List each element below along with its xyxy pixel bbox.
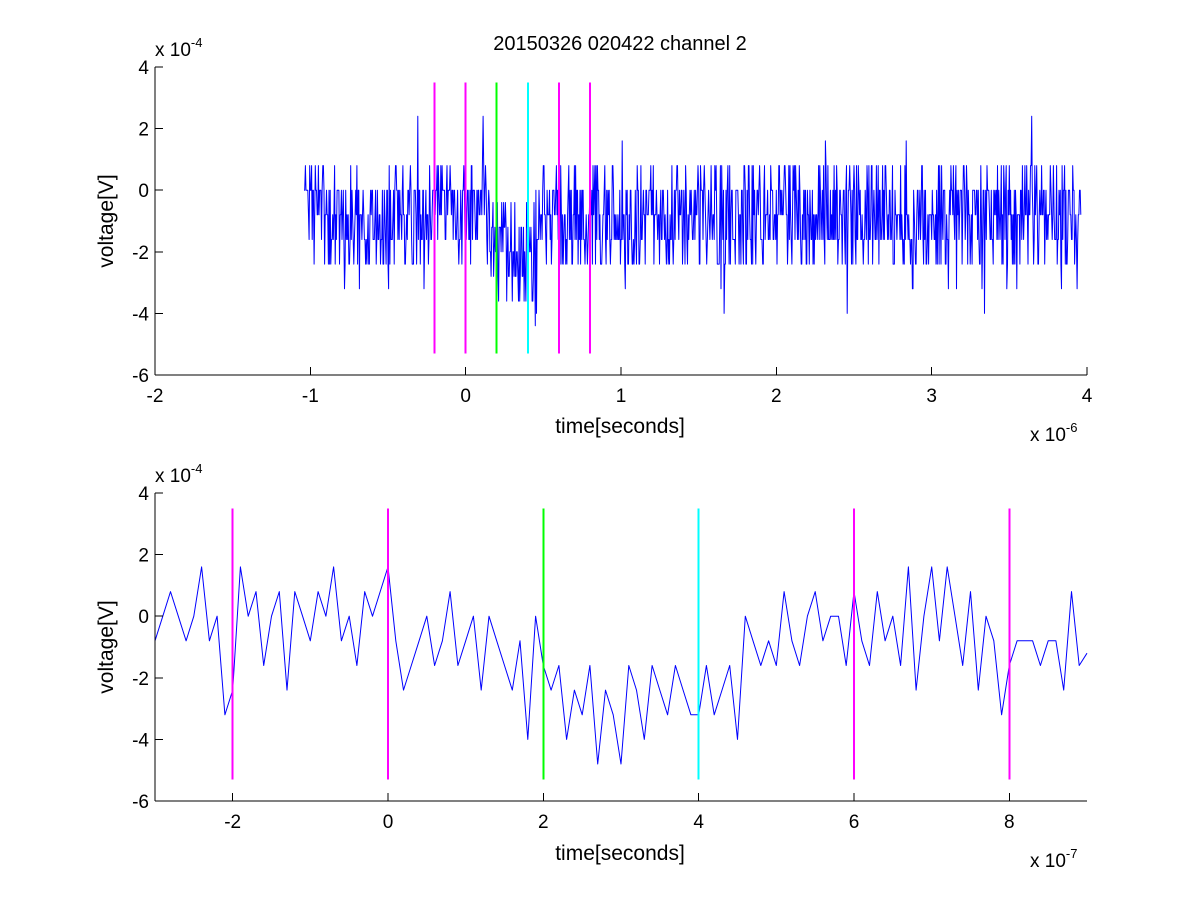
- y-tick-label: -2: [132, 243, 149, 264]
- y-tick-label: 2: [138, 120, 149, 141]
- x-tick-label: 3: [926, 386, 937, 407]
- top-signal-group: [304, 115, 1082, 327]
- y-tick-label: -4: [132, 304, 149, 325]
- x-tick-label: 6: [849, 812, 860, 833]
- top-y-axis-title: voltage[V]: [95, 174, 118, 267]
- bottom-marker-lines: [231, 508, 1011, 780]
- top-x-exponent: x 10-6: [1030, 420, 1077, 446]
- y-tick-label: 0: [138, 181, 149, 202]
- y-tick-label: -4: [132, 730, 149, 751]
- y-tick-label: -6: [132, 366, 149, 387]
- x-tick-label: 2: [538, 812, 549, 833]
- x-tick-label: 2: [771, 386, 782, 407]
- bottom-axes-box: [154, 493, 1087, 802]
- signal-trace: [304, 115, 1082, 327]
- top-y-exponent: x 10-4: [155, 35, 202, 61]
- top-y-exponent-base: x 10: [155, 40, 191, 61]
- bottom-x-axis-title: time[seconds]: [555, 842, 685, 865]
- x-tick-label: 4: [693, 812, 704, 833]
- bottom-x-exponent: x 10-7: [1030, 846, 1077, 872]
- top-x-exponent-base: x 10: [1030, 425, 1066, 446]
- top-x-axis-title: time[seconds]: [555, 415, 685, 438]
- plot-top: -2 -1 0 1 2 3 4 -6 -4 -2 0 2 4 time[seconds] voltag…: [95, 35, 1093, 446]
- bottom-x-exponent-power: -7: [1066, 846, 1078, 861]
- top-x-exponent-power: -6: [1066, 420, 1078, 435]
- top-x-ticks: -2 -1 0 1 2 3 4: [147, 367, 1093, 407]
- top-y-ticks: -6 -4 -2 0 2 4: [132, 58, 163, 387]
- y-tick-label: 4: [138, 58, 149, 79]
- y-tick-label: -6: [132, 792, 149, 813]
- top-y-exponent-power: -4: [191, 35, 203, 50]
- bottom-y-axis-title: voltage[V]: [95, 600, 118, 693]
- y-tick-label: 4: [138, 484, 149, 505]
- y-tick-label: 0: [138, 607, 149, 628]
- figure-title: 20150326 020422 channel 2: [493, 33, 747, 55]
- bottom-x-exponent-base: x 10: [1030, 851, 1066, 872]
- x-tick-label: 4: [1082, 386, 1093, 407]
- plot-bottom: -2 0 2 4 6 8 -6 -4 -2 0 2 4 time[seconds] voltage[…: [95, 461, 1088, 872]
- bottom-signal-group: [154, 566, 1088, 765]
- x-tick-label: -1: [302, 386, 319, 407]
- x-tick-label: -2: [147, 386, 164, 407]
- bottom-y-exponent-power: -4: [191, 461, 203, 476]
- x-tick-label: 0: [460, 386, 471, 407]
- y-tick-label: 2: [138, 546, 149, 567]
- bottom-y-exponent: x 10-4: [155, 461, 202, 487]
- x-tick-label: 0: [383, 812, 394, 833]
- signal-trace: [154, 566, 1088, 765]
- x-tick-label: 8: [1004, 812, 1015, 833]
- top-marker-lines: [433, 82, 591, 354]
- bottom-x-ticks: -2 0 2 4 6 8: [224, 793, 1015, 833]
- bottom-y-ticks: -6 -4 -2 0 2 4: [132, 484, 163, 813]
- x-tick-label: 1: [616, 386, 627, 407]
- x-tick-label: -2: [224, 812, 241, 833]
- y-tick-label: -2: [132, 669, 149, 690]
- bottom-y-exponent-base: x 10: [155, 466, 191, 487]
